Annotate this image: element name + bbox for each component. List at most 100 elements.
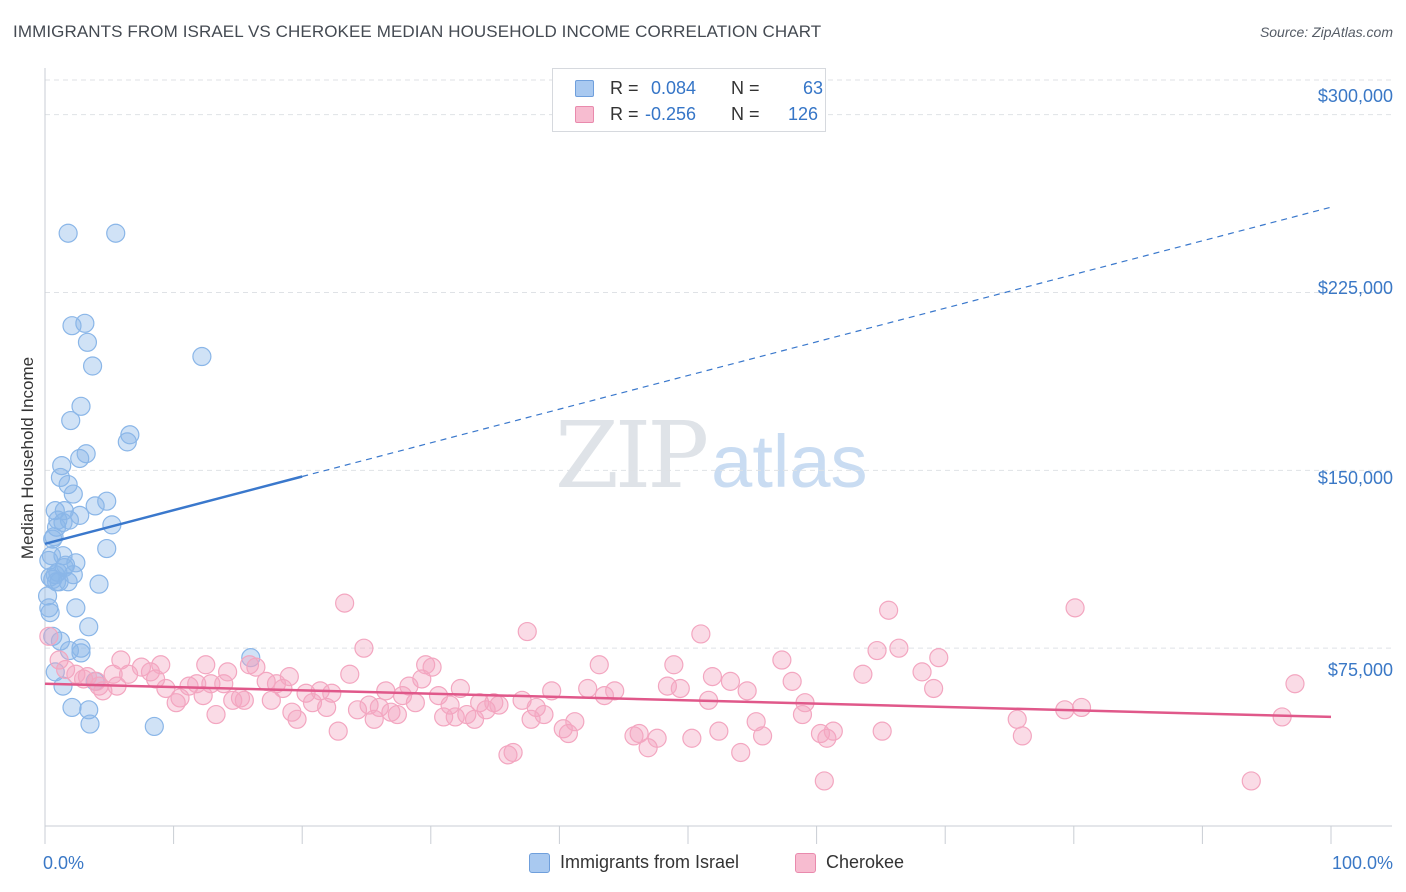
data-point bbox=[328, 721, 348, 741]
data-point bbox=[80, 714, 100, 734]
data-point bbox=[223, 690, 243, 710]
series-swatch-cherokee bbox=[795, 853, 816, 873]
data-point bbox=[40, 603, 60, 623]
data-point bbox=[279, 667, 299, 687]
source-label: Source: ZipAtlas.com bbox=[1259, 24, 1393, 40]
data-point bbox=[670, 678, 690, 699]
data-point bbox=[879, 600, 899, 620]
series-israel-points bbox=[37, 223, 261, 737]
data-point bbox=[737, 681, 757, 701]
data-point bbox=[71, 638, 91, 658]
data-point bbox=[498, 745, 518, 765]
data-point bbox=[302, 693, 323, 713]
data-point bbox=[75, 313, 95, 333]
data-point bbox=[731, 742, 751, 763]
data-point bbox=[746, 712, 766, 732]
data-point bbox=[867, 640, 887, 661]
data-point bbox=[117, 432, 137, 452]
data-point bbox=[77, 332, 98, 352]
data-point bbox=[1007, 709, 1027, 729]
data-point bbox=[151, 655, 171, 675]
data-point bbox=[106, 223, 126, 243]
data-point bbox=[58, 223, 78, 243]
data-point bbox=[484, 693, 504, 713]
data-point bbox=[196, 655, 216, 675]
data-point bbox=[782, 671, 802, 691]
data-point bbox=[335, 593, 355, 613]
data-point bbox=[50, 467, 71, 488]
series-label-cherokee: Cherokee bbox=[826, 852, 905, 872]
y-tick-label-300000: $300,000 bbox=[1317, 86, 1393, 106]
data-point bbox=[234, 690, 254, 710]
data-point bbox=[517, 621, 537, 642]
data-point bbox=[97, 491, 117, 511]
trend-line-cherokee bbox=[44, 682, 1332, 719]
data-point bbox=[131, 657, 152, 677]
data-point bbox=[853, 664, 873, 684]
data-point bbox=[422, 657, 442, 677]
data-point bbox=[1012, 726, 1032, 746]
series-label-israel: Immigrants from Israel bbox=[560, 852, 740, 872]
data-point bbox=[241, 648, 261, 668]
data-point bbox=[526, 697, 546, 718]
data-point bbox=[1285, 674, 1305, 694]
data-point bbox=[624, 726, 644, 746]
data-point bbox=[503, 742, 523, 763]
data-point bbox=[66, 598, 86, 618]
data-point bbox=[61, 410, 81, 431]
data-point bbox=[872, 721, 892, 741]
data-point bbox=[192, 346, 212, 367]
data-point bbox=[317, 697, 337, 718]
legend-n-label: N = bbox=[731, 78, 760, 98]
data-point bbox=[70, 505, 90, 525]
data-point bbox=[489, 695, 509, 715]
data-point bbox=[709, 721, 729, 741]
legend-n-value: 63 bbox=[803, 78, 824, 98]
data-point bbox=[46, 572, 67, 592]
data-point bbox=[85, 496, 105, 516]
data-point bbox=[752, 726, 773, 746]
data-point bbox=[691, 624, 711, 644]
data-point bbox=[565, 712, 585, 732]
data-point bbox=[296, 683, 316, 703]
data-point bbox=[70, 448, 90, 469]
data-point bbox=[589, 655, 609, 675]
data-point bbox=[594, 685, 615, 706]
y-tick-label-225000: $225,000 bbox=[1317, 278, 1393, 298]
data-point bbox=[218, 662, 238, 682]
data-point bbox=[63, 484, 83, 504]
x-tick-label-max: 100.0% bbox=[1331, 853, 1393, 873]
data-point bbox=[772, 650, 792, 670]
data-point bbox=[889, 638, 909, 658]
watermark-atlas: atlas bbox=[711, 420, 868, 503]
legend-n-label: N = bbox=[731, 104, 760, 124]
data-point bbox=[702, 667, 723, 687]
y-tick-label-150000: $150,000 bbox=[1317, 468, 1393, 488]
legend-r-value: -0.256 bbox=[645, 104, 697, 124]
data-point bbox=[144, 716, 164, 737]
data-point bbox=[720, 671, 741, 691]
legend-r-value: 0.084 bbox=[651, 78, 697, 98]
x-tick-label-min: 0.0% bbox=[43, 853, 85, 873]
trend-line-israel-projection bbox=[302, 206, 1332, 478]
data-point bbox=[49, 650, 69, 670]
data-point bbox=[369, 697, 389, 718]
data-point bbox=[97, 538, 117, 559]
series-cherokee-points bbox=[39, 593, 1305, 791]
series-swatch-israel bbox=[529, 853, 550, 873]
trend-line-israel bbox=[44, 475, 303, 546]
data-point bbox=[246, 657, 266, 677]
data-point bbox=[50, 631, 71, 651]
data-point bbox=[1071, 697, 1092, 718]
data-point bbox=[71, 396, 91, 416]
data-point bbox=[322, 683, 342, 703]
legend-r-label: R = bbox=[610, 78, 639, 98]
data-point bbox=[434, 707, 454, 727]
data-point bbox=[476, 700, 496, 720]
data-point bbox=[354, 638, 374, 658]
data-point bbox=[792, 704, 813, 725]
data-point bbox=[450, 678, 470, 699]
watermark: ZIPatlas bbox=[555, 402, 867, 509]
data-point bbox=[82, 356, 103, 376]
